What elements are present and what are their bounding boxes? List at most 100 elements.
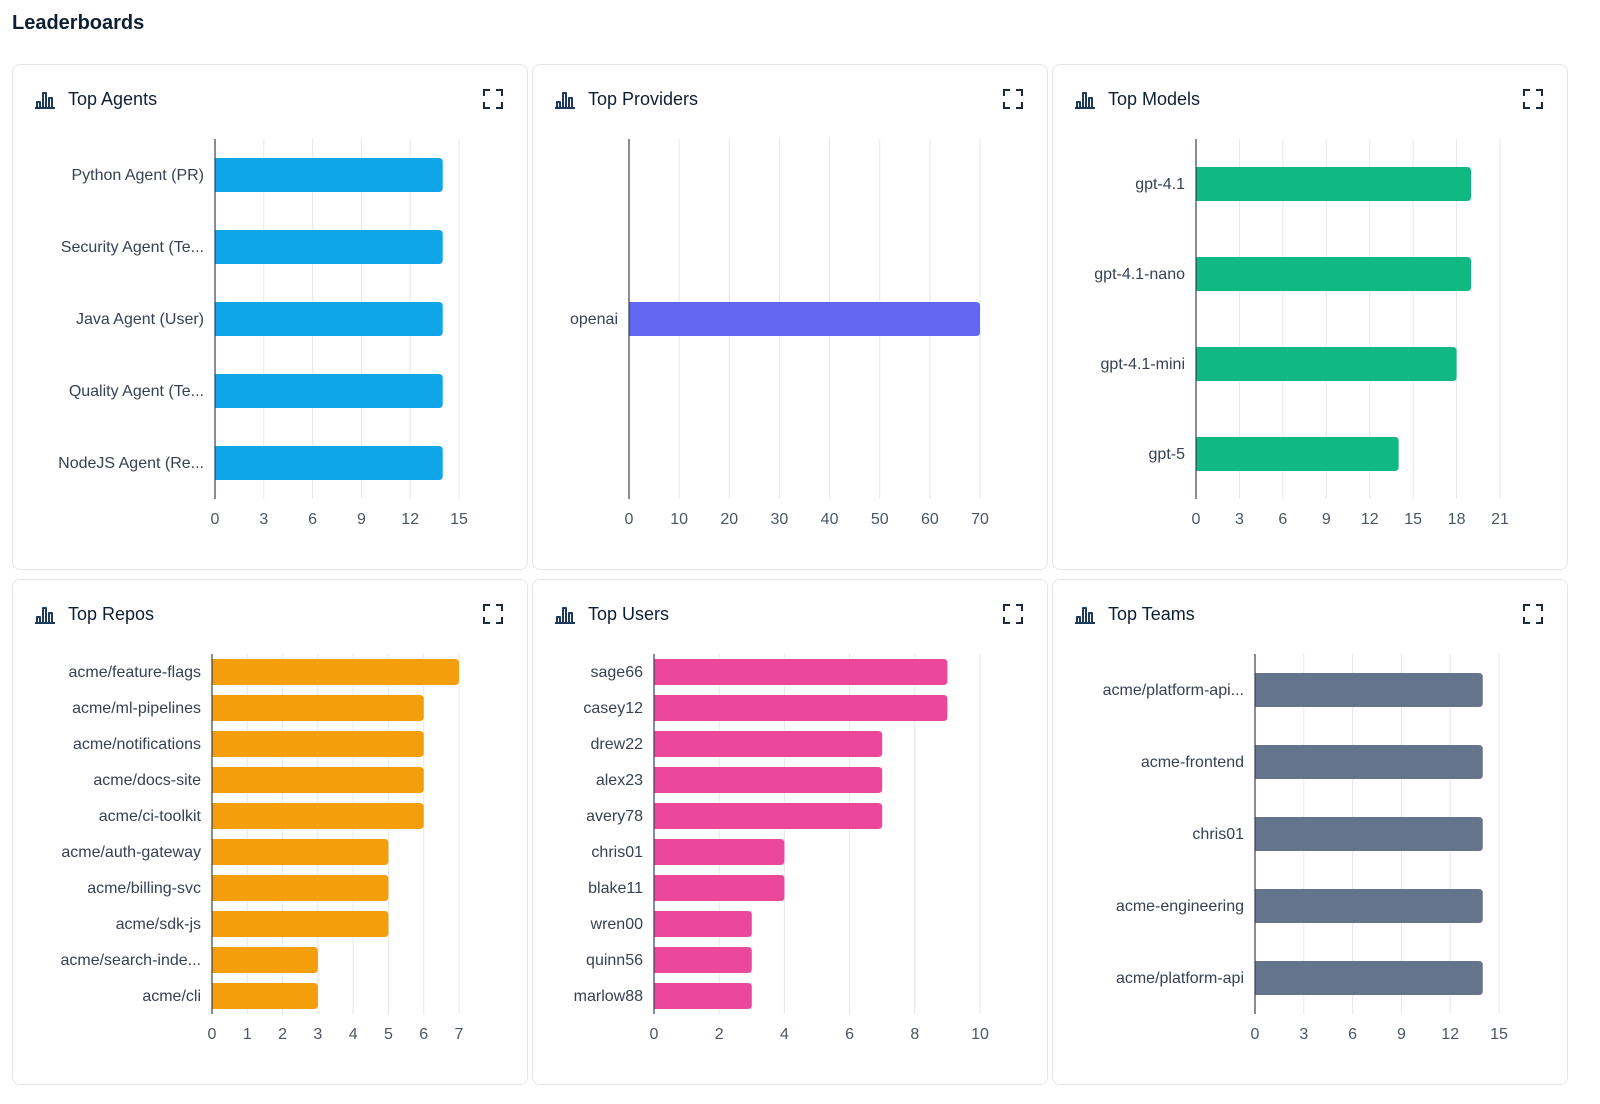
bar-chart: acme/feature-flags acme/ml-pipelines acme/…	[60, 654, 464, 1043]
bar[interactable]	[215, 446, 443, 480]
category-label: acme/feature-flags	[68, 664, 201, 681]
x-tick-label: 20	[720, 511, 738, 528]
bar[interactable]	[1255, 961, 1483, 995]
bar[interactable]	[212, 983, 318, 1009]
bar[interactable]	[1255, 745, 1483, 779]
x-tick-label: 21	[1491, 511, 1509, 528]
card-header: Top Repos	[13, 580, 527, 646]
leaderboard-card-top-providers: Top Providers openai 0 10 20 30 40 50 60 70	[532, 64, 1048, 570]
leaderboard-card-top-teams: Top Teams acme/platform-api... acme-fronte…	[1052, 579, 1568, 1085]
bar[interactable]	[215, 302, 443, 336]
bar[interactable]	[215, 374, 443, 408]
x-tick-label: 5	[384, 1026, 393, 1043]
x-tick-label: 12	[401, 511, 419, 528]
x-tick-label: 3	[259, 511, 268, 528]
bar[interactable]	[212, 695, 424, 721]
bar[interactable]	[654, 731, 883, 757]
bar[interactable]	[654, 695, 948, 721]
expand-icon[interactable]	[481, 87, 505, 111]
bar[interactable]	[1255, 817, 1483, 851]
x-tick-label: 9	[1397, 1026, 1406, 1043]
x-tick-label: 50	[871, 511, 889, 528]
x-tick-label: 60	[921, 511, 939, 528]
bar[interactable]	[215, 158, 443, 192]
bar[interactable]	[629, 302, 980, 336]
x-tick-label: 4	[349, 1026, 358, 1043]
bar[interactable]	[1196, 347, 1457, 381]
card-title: Top Users	[588, 604, 670, 624]
category-label: acme/platform-api...	[1103, 682, 1244, 699]
bar[interactable]	[215, 230, 443, 264]
bar[interactable]	[654, 803, 883, 829]
category-label: openai	[570, 311, 618, 328]
bar[interactable]	[654, 875, 785, 901]
bar[interactable]	[654, 983, 752, 1009]
x-tick-label: 6	[419, 1026, 428, 1043]
x-tick-label: 8	[910, 1026, 919, 1043]
category-label: chris01	[591, 844, 643, 861]
expand-icon[interactable]	[1001, 87, 1025, 111]
category-label: acme/auth-gateway	[61, 844, 201, 861]
bar-chart: acme/platform-api... acme-frontend chris01…	[1103, 654, 1508, 1043]
expand-icon[interactable]	[1001, 602, 1025, 626]
bar[interactable]	[1255, 673, 1483, 707]
leaderboard-card-top-repos: Top Repos acme/feature-flags acme/ml-pipel…	[12, 579, 528, 1085]
x-tick-label: 6	[845, 1026, 854, 1043]
card-title: Top Teams	[1108, 604, 1195, 624]
x-tick-label: 30	[771, 511, 789, 528]
category-label: acme/notifications	[73, 736, 201, 753]
bar[interactable]	[654, 659, 948, 685]
category-label: gpt-5	[1149, 446, 1186, 463]
category-label: acme/search-inde...	[60, 952, 201, 969]
x-tick-label: 12	[1361, 511, 1379, 528]
expand-icon[interactable]	[1521, 602, 1545, 626]
category-label: NodeJS Agent (Re...	[58, 455, 204, 472]
bar[interactable]	[212, 875, 389, 901]
x-tick-label: 3	[313, 1026, 322, 1043]
bar[interactable]	[1196, 437, 1399, 471]
x-tick-label: 4	[780, 1026, 789, 1043]
card-header: Top Users	[533, 580, 1047, 646]
category-label: acme/docs-site	[93, 772, 201, 789]
category-label: chris01	[1192, 826, 1244, 843]
bar[interactable]	[654, 767, 883, 793]
bar[interactable]	[654, 911, 752, 937]
x-tick-label: 1	[243, 1026, 252, 1043]
x-tick-label: 6	[308, 511, 317, 528]
bar[interactable]	[212, 767, 424, 793]
card-title: Top Models	[1108, 89, 1201, 109]
category-label: gpt-4.1-mini	[1101, 356, 1185, 373]
bar[interactable]	[212, 947, 318, 973]
card-header: Top Providers	[533, 65, 1047, 131]
leaderboard-card-top-models: Top Models gpt-4.1 gpt-4.1-nano gpt-4.1-min…	[1052, 64, 1568, 570]
category-label: acme-frontend	[1141, 754, 1244, 771]
category-label: blake11	[588, 880, 643, 897]
category-label: acme/cli	[142, 988, 201, 1005]
bar-chart-icon	[33, 602, 57, 626]
expand-icon[interactable]	[481, 602, 505, 626]
bar[interactable]	[212, 659, 459, 685]
x-tick-label: 0	[208, 1026, 217, 1043]
bar[interactable]	[212, 911, 389, 937]
bar[interactable]	[1196, 167, 1472, 201]
bar[interactable]	[212, 731, 424, 757]
x-tick-label: 2	[715, 1026, 724, 1043]
bar[interactable]	[654, 839, 785, 865]
bar[interactable]	[654, 947, 752, 973]
category-label: Quality Agent (Te...	[69, 383, 204, 400]
category-label: marlow88	[574, 988, 643, 1005]
bar[interactable]	[212, 839, 389, 865]
x-tick-label: 0	[1251, 1026, 1260, 1043]
x-tick-label: 40	[821, 511, 839, 528]
category-label: wren00	[590, 916, 644, 933]
category-label: Security Agent (Te...	[61, 239, 204, 256]
category-label: avery78	[586, 808, 643, 825]
expand-icon[interactable]	[1521, 87, 1545, 111]
bar-chart: sage66 casey12 drew22 alex23 avery78 chris01 b…	[574, 654, 989, 1043]
x-tick-label: 10	[971, 1026, 989, 1043]
bar[interactable]	[1196, 257, 1472, 291]
card-title: Top Agents	[68, 89, 158, 109]
bar[interactable]	[212, 803, 424, 829]
bar[interactable]	[1255, 889, 1483, 923]
category-label: acme/ml-pipelines	[72, 700, 201, 717]
